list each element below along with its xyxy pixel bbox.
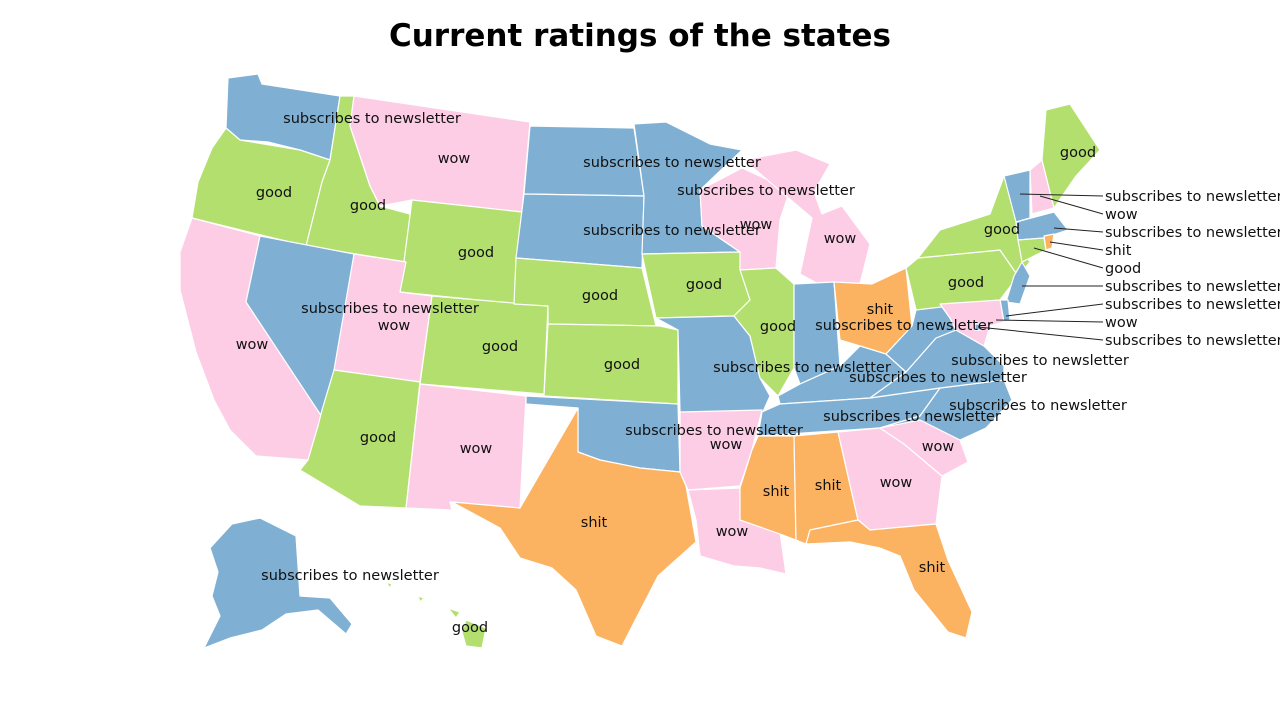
state-label-ct: good (1105, 261, 1141, 277)
state-label-in: subscribes to newsletter (815, 318, 993, 334)
state-label-va: subscribes to newsletter (949, 398, 1127, 414)
state-mi[interactable] (743, 149, 871, 287)
state-label-ky: subscribes to newsletter (849, 370, 1027, 386)
state-label-co: good (482, 339, 518, 355)
leader-line-ma (1053, 227, 1104, 233)
state-label-nv: subscribes to newsletter (301, 301, 479, 317)
state-label-ok: subscribes to newsletter (625, 423, 803, 439)
leader-line-vt (1019, 193, 1104, 197)
state-labels: subscribes to newsletterwowgoodgoodsubsc… (236, 111, 1280, 636)
state-ct[interactable] (1017, 237, 1047, 263)
leader-lines (977, 193, 1104, 341)
state-ak[interactable] (203, 517, 353, 649)
state-ks[interactable] (543, 323, 679, 405)
state-il[interactable] (733, 267, 795, 397)
state-label-la: wow (716, 524, 749, 540)
state-tx[interactable] (451, 407, 697, 647)
leader-line-de (1005, 303, 1104, 317)
state-label-ma: subscribes to newsletter (1105, 225, 1280, 241)
state-label-al: shit (815, 478, 842, 494)
state-label-ut: wow (378, 318, 411, 334)
state-label-pa: good (948, 275, 984, 291)
state-label-nd: subscribes to newsletter (583, 155, 761, 171)
state-label-de: subscribes to newsletter (1105, 297, 1280, 313)
state-label-fl: shit (919, 560, 946, 576)
state-label-md: wow (1105, 315, 1138, 331)
state-label-vt: subscribes to newsletter (1105, 189, 1280, 205)
state-label-ms: shit (763, 484, 790, 500)
state-label-tx: shit (581, 515, 608, 531)
state-label-ar: wow (710, 437, 743, 453)
state-label-az: good (360, 430, 396, 446)
state-label-oh: shit (867, 302, 894, 318)
state-ma[interactable] (1015, 211, 1069, 241)
state-label-nh: wow (1105, 207, 1138, 223)
state-label-ne: good (582, 288, 618, 304)
state-label-mi: wow (824, 231, 857, 247)
state-label-or: good (256, 185, 292, 201)
leader-line-dc (977, 326, 1104, 341)
state-label-nm: wow (460, 441, 493, 457)
state-label-ri: shit (1105, 243, 1132, 259)
state-label-ak: subscribes to newsletter (261, 568, 439, 584)
state-hi[interactable] (385, 581, 487, 649)
state-label-hi: good (452, 620, 488, 636)
state-label-wy: good (458, 245, 494, 261)
state-label-ga: wow (880, 475, 913, 491)
state-label-mn: subscribes to newsletter (677, 183, 855, 199)
state-label-mo: subscribes to newsletter (713, 360, 891, 376)
state-md[interactable] (939, 299, 1005, 347)
state-me[interactable] (1041, 103, 1101, 209)
state-label-ca: wow (236, 337, 269, 353)
leader-line-nh (1039, 195, 1104, 215)
state-label-ia: good (686, 277, 722, 293)
state-nc[interactable] (879, 379, 1013, 441)
state-label-wi: wow (740, 217, 773, 233)
states-layer (179, 73, 1101, 649)
state-fl[interactable] (805, 519, 973, 639)
state-label-il: good (760, 319, 796, 335)
state-label-nj: subscribes to newsletter (1105, 279, 1280, 295)
leader-line-ri (1049, 241, 1104, 251)
map-title: Current ratings of the states (388, 18, 892, 54)
state-ar[interactable] (679, 409, 763, 491)
state-label-mt: wow (438, 151, 471, 167)
state-label-me: good (1060, 145, 1096, 161)
state-label-ny: good (984, 222, 1020, 238)
state-label-sc: wow (922, 439, 955, 455)
state-label-id: good (350, 198, 386, 214)
leader-line-ct (1033, 247, 1104, 269)
state-nj[interactable] (1005, 261, 1031, 305)
state-label-dc: subscribes to newsletter DC (1105, 333, 1280, 349)
state-label-tn: subscribes to newsletter (823, 409, 1001, 425)
state-label-ks: good (604, 357, 640, 373)
state-label-sd: subscribes to newsletter (583, 223, 761, 239)
state-label-wa: subscribes to newsletter (283, 111, 461, 127)
leader-line-md (995, 319, 1104, 323)
state-label-wv: subscribes to newsletter (951, 353, 1129, 369)
